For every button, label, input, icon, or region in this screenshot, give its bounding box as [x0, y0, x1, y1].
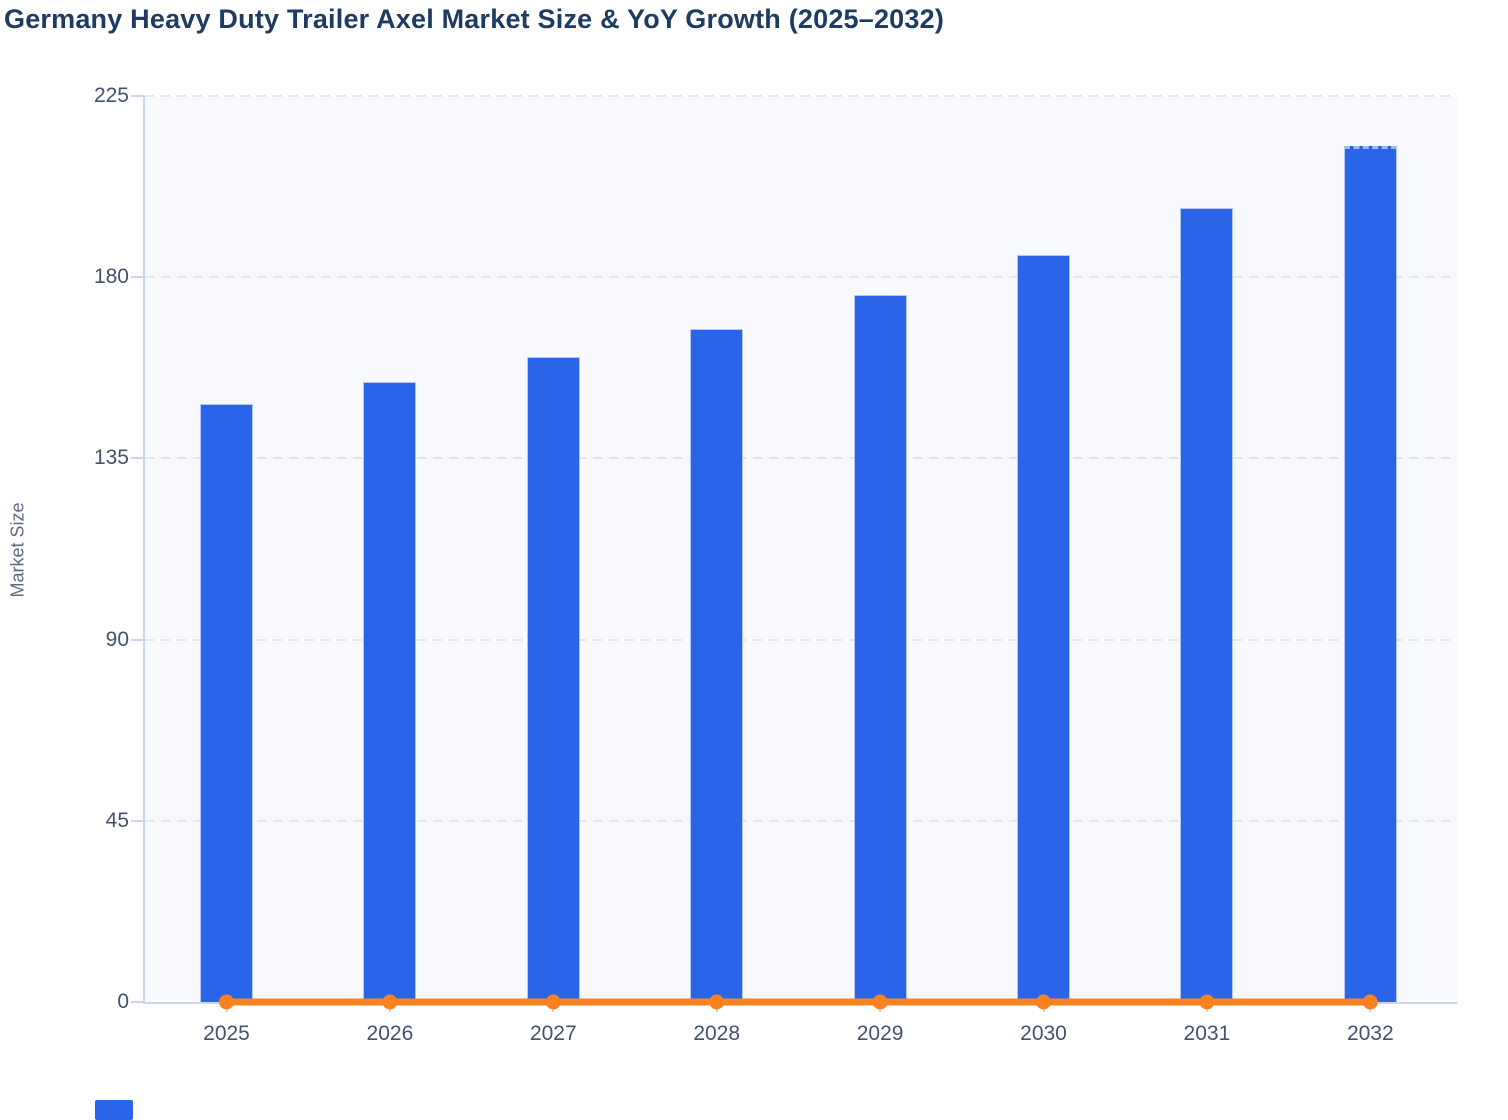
- bar-2032[interactable]: [1343, 145, 1397, 1002]
- bar-2029[interactable]: [853, 294, 907, 1002]
- y-axis-tick-label: 0: [117, 990, 129, 1013]
- y-axis-tickmark: [131, 457, 144, 460]
- bar-2025[interactable]: [200, 404, 253, 1002]
- x-axis-tick-label: 2031: [1183, 1022, 1231, 1045]
- y-axis-tickmark: [131, 638, 144, 641]
- yoy-growth-line-layer: [219, 994, 1378, 1010]
- y-axis-tickmark: [131, 819, 144, 822]
- yoy-marker-2029[interactable]: [872, 994, 888, 1010]
- x-axis-tick-label: 2030: [1020, 1022, 1067, 1045]
- y-axis-tick-label: 135: [93, 446, 129, 470]
- y-axis-tick-label: 90: [105, 627, 129, 651]
- yoy-marker-2028[interactable]: [709, 994, 725, 1010]
- y-axis-tickmark: [131, 1001, 144, 1003]
- x-axis-tick-label: 2032: [1346, 1022, 1394, 1045]
- yoy-marker-2031[interactable]: [1199, 994, 1215, 1010]
- y-axis-tickmark: [131, 95, 144, 98]
- bar-2031[interactable]: [1180, 207, 1234, 1002]
- x-axis-tick-label: 2026: [366, 1022, 414, 1045]
- bar-2027[interactable]: [526, 356, 580, 1002]
- y-axis-tick-label: 180: [93, 265, 129, 289]
- plot-area: 0 45 90 135 180 225 2025 2026 2027 2028 2029 2030 20…: [94, 84, 1457, 1045]
- yoy-marker-2027[interactable]: [545, 994, 561, 1010]
- x-axis-tick-label: 2029: [856, 1022, 904, 1045]
- yoy-marker-2032[interactable]: [1362, 994, 1378, 1010]
- y-axis-tickmark: [131, 276, 144, 279]
- bar-2028[interactable]: [690, 329, 744, 1002]
- chart-title: Germany Heavy Duty Trailer Axel Market S…: [4, 4, 945, 34]
- x-axis-tick-label: 2027: [529, 1022, 577, 1045]
- bar-2026[interactable]: [363, 381, 417, 1002]
- bar-2030[interactable]: [1017, 255, 1070, 1002]
- yoy-marker-2025[interactable]: [219, 994, 234, 1010]
- x-axis-tick-label: 2025: [203, 1022, 250, 1045]
- yoy-marker-2030[interactable]: [1036, 994, 1051, 1010]
- yoy-marker-2026[interactable]: [382, 994, 398, 1010]
- y-axis-title: Market Size: [7, 502, 28, 598]
- x-axis-tick-label: 2028: [693, 1022, 741, 1045]
- y-axis-tick-label: 225: [93, 84, 129, 107]
- y-axis-tick-label: 45: [105, 808, 129, 832]
- legend-swatch[interactable]: [95, 1100, 133, 1120]
